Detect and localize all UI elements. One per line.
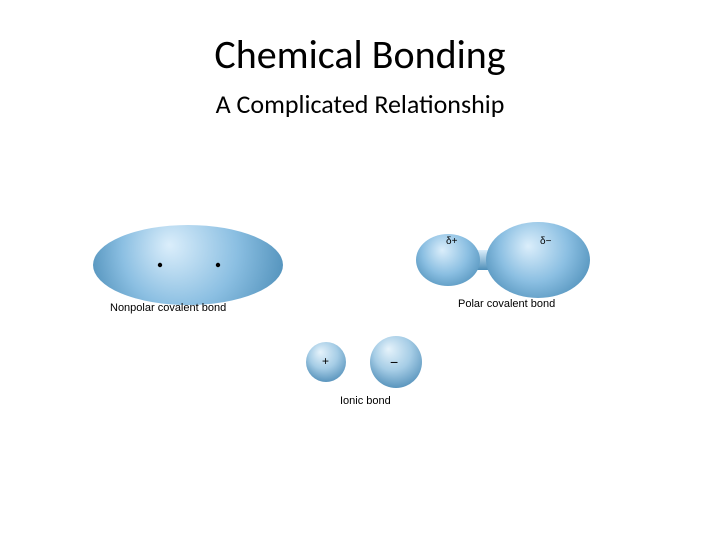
- label-ionic: Ionic bond: [340, 395, 391, 407]
- label-plus-icon: +: [322, 354, 329, 368]
- label-nonpolar: Nonpolar covalent bond: [110, 302, 226, 314]
- label-minus-icon: −: [390, 354, 398, 370]
- label-delta-plus: δ+: [446, 236, 457, 247]
- label-delta-minus: δ−: [540, 236, 551, 247]
- page-subtitle: A Complicated Relationship: [0, 88, 720, 120]
- bonding-svg: [78, 180, 608, 410]
- label-polar: Polar covalent bond: [458, 298, 555, 310]
- page-title: Chemical Bonding: [0, 30, 720, 79]
- bonding-diagram: Nonpolar covalent bond Polar covalent bo…: [78, 180, 608, 410]
